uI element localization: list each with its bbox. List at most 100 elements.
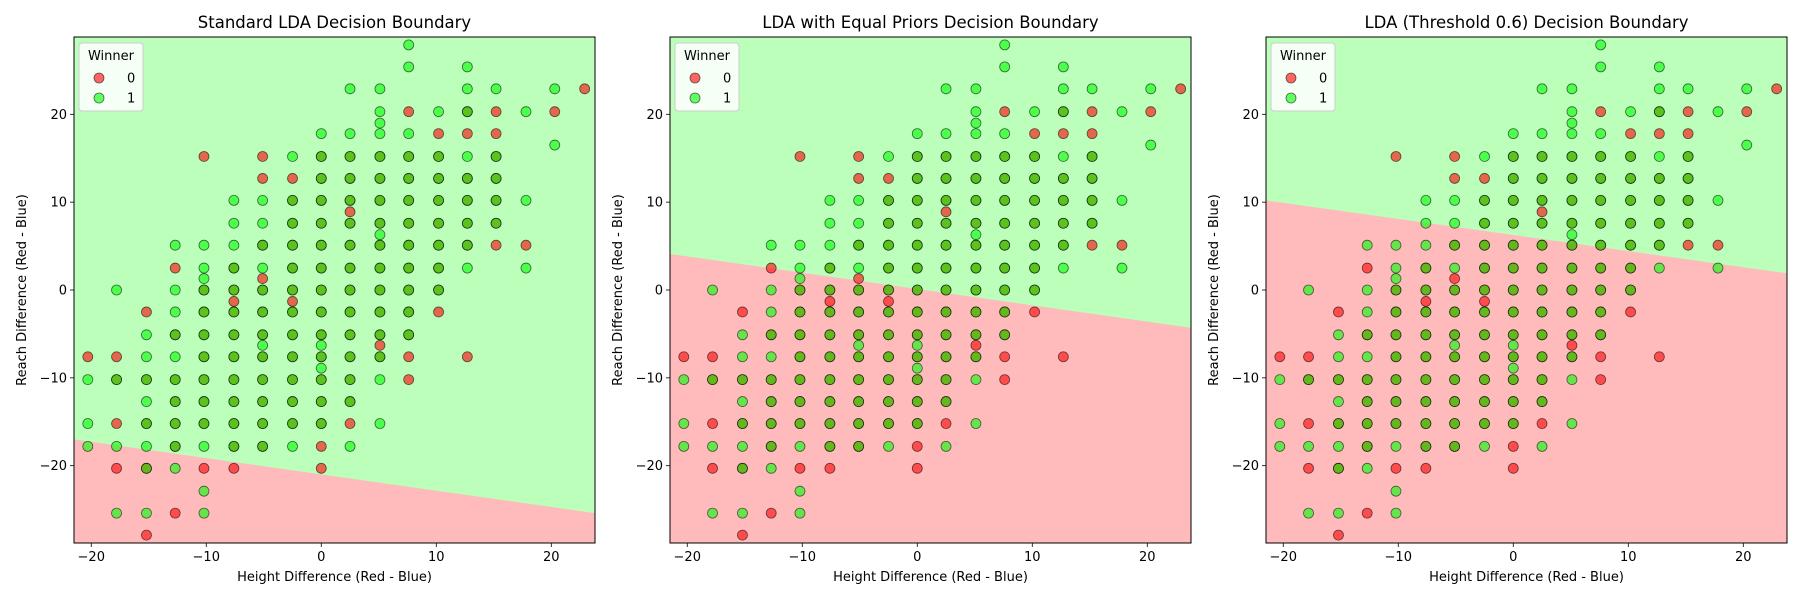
point-winner-1 — [1507, 396, 1519, 407]
point-winner-1 — [1712, 194, 1724, 206]
point-winner-1 — [1479, 351, 1490, 363]
point-winner-1 — [374, 418, 386, 429]
point-winner-1 — [853, 396, 865, 407]
point-winner-1 — [1479, 284, 1490, 296]
point-winner-1 — [344, 151, 356, 162]
point-winner-0 — [707, 462, 718, 474]
point-winner-1 — [1361, 239, 1373, 251]
point-winner-1 — [1116, 106, 1128, 118]
point-winner-1 — [1449, 239, 1461, 251]
point-winner-1 — [1303, 374, 1314, 386]
point-winner-1 — [1479, 374, 1490, 386]
point-winner-1 — [1566, 128, 1578, 140]
legend-label-0: 0 — [127, 72, 135, 87]
point-winner-0 — [141, 306, 152, 318]
point-winner-1 — [853, 262, 865, 274]
legend-box — [1270, 42, 1336, 112]
point-winner-1 — [940, 83, 952, 95]
legend-label-1: 1 — [127, 92, 135, 107]
point-winner-1 — [1536, 217, 1548, 229]
point-winner-1 — [824, 374, 836, 386]
point-winner-1 — [257, 418, 269, 429]
point-winner-1 — [228, 351, 240, 363]
point-winner-1 — [853, 329, 865, 341]
point-winner-1 — [1116, 262, 1128, 274]
point-winner-1 — [1536, 194, 1548, 206]
point-winner-1 — [970, 83, 982, 95]
point-winner-1 — [287, 440, 298, 452]
point-winner-1 — [287, 396, 298, 407]
point-winner-1 — [1420, 396, 1432, 407]
point-winner-0 — [403, 374, 415, 386]
point-winner-1 — [999, 61, 1011, 73]
point-winner-1 — [1057, 106, 1069, 118]
point-winner-1 — [1420, 306, 1432, 318]
point-winner-1 — [315, 128, 327, 140]
point-winner-1 — [433, 173, 444, 184]
point-winner-1 — [344, 239, 356, 251]
point-winner-1 — [970, 239, 982, 251]
point-winner-1 — [315, 306, 327, 318]
point-winner-1 — [433, 284, 444, 296]
point-winner-1 — [737, 440, 748, 452]
point-winner-1 — [1086, 83, 1098, 95]
point-winner-1 — [824, 306, 836, 318]
point-winner-1 — [1449, 194, 1461, 206]
point-winner-1 — [911, 306, 923, 318]
point-winner-1 — [707, 374, 718, 386]
point-winner-0 — [970, 339, 982, 351]
point-winner-1 — [970, 351, 982, 363]
point-winner-1 — [883, 440, 894, 452]
point-winner-0 — [257, 151, 269, 162]
point-winner-1 — [1507, 262, 1519, 274]
point-winner-0 — [1086, 239, 1098, 251]
y-tick-label: −10 — [636, 371, 663, 386]
point-winner-1 — [940, 329, 952, 341]
point-winner-1 — [344, 306, 356, 318]
point-winner-1 — [1741, 83, 1753, 95]
point-winner-1 — [1420, 217, 1432, 229]
point-winner-1 — [1420, 239, 1432, 251]
point-winner-1 — [1029, 262, 1040, 274]
point-winner-1 — [970, 418, 982, 429]
y-tick-label: 20 — [646, 108, 663, 123]
point-winner-1 — [1086, 217, 1098, 229]
point-winner-1 — [1420, 374, 1432, 386]
point-winner-1 — [824, 351, 836, 363]
point-winner-1 — [1653, 217, 1665, 229]
point-winner-1 — [1390, 507, 1402, 519]
point-winner-1 — [1361, 306, 1373, 318]
point-winner-1 — [461, 217, 473, 229]
point-winner-1 — [111, 507, 122, 519]
point-winner-1 — [1566, 284, 1578, 296]
y-tick-label: −20 — [636, 459, 663, 474]
point-winner-0 — [1449, 173, 1461, 184]
x-tick-label: −10 — [193, 550, 220, 565]
x-tick-label: 0 — [317, 550, 325, 565]
point-winner-1 — [257, 374, 269, 386]
point-winner-1 — [1029, 151, 1040, 162]
point-winner-0 — [257, 173, 269, 184]
point-winner-1 — [461, 61, 473, 73]
point-winner-0 — [1057, 351, 1069, 363]
point-winner-1 — [1595, 262, 1607, 274]
point-winner-0 — [433, 128, 444, 140]
point-winner-1 — [911, 194, 923, 206]
point-winner-1 — [287, 284, 298, 296]
point-winner-1 — [1507, 374, 1519, 386]
point-winner-0 — [678, 351, 690, 363]
point-winner-1 — [1333, 462, 1344, 474]
y-tick-label: −10 — [1232, 371, 1259, 386]
point-winner-1 — [1390, 239, 1402, 251]
point-winner-1 — [1390, 306, 1402, 318]
point-winner-1 — [737, 351, 748, 363]
point-winner-0 — [737, 529, 748, 541]
point-winner-1 — [1595, 39, 1607, 51]
point-winner-0 — [1086, 128, 1098, 140]
point-winner-1 — [315, 173, 327, 184]
point-winner-1 — [228, 306, 240, 318]
legend-marker-1 — [689, 92, 701, 104]
point-winner-1 — [374, 217, 386, 229]
point-winner-1 — [883, 306, 894, 318]
point-winner-0 — [344, 418, 356, 429]
